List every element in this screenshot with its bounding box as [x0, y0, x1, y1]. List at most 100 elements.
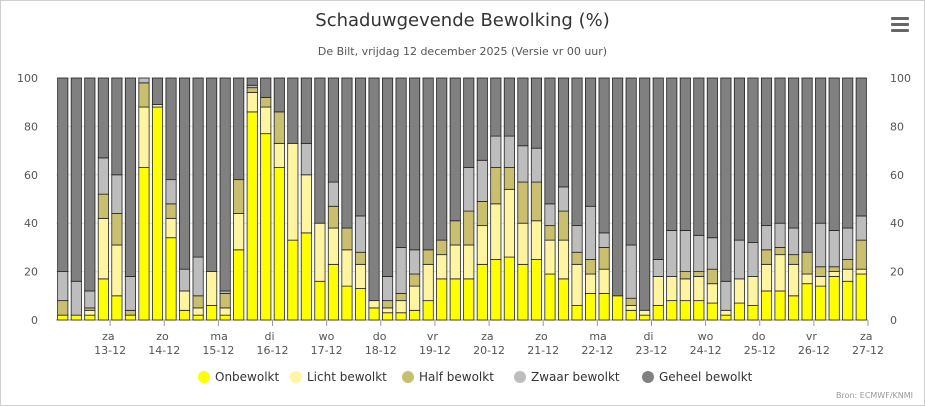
- bar-segment-zwaar-bewolkt: [666, 230, 678, 277]
- bar-segment-geheel-bewolkt: [368, 77, 380, 302]
- x-tick-day: wo: [319, 330, 335, 343]
- bar-segment-half-bewolkt: [517, 181, 529, 224]
- bar-segment-zwaar-bewolkt: [70, 280, 82, 316]
- bar-segment-zwaar-bewolkt: [84, 290, 96, 309]
- bar-segment-zwaar-bewolkt: [327, 181, 339, 207]
- y-tick-label-left: 60: [24, 169, 38, 182]
- bar-segment-half-bewolkt: [449, 220, 461, 246]
- legend-marker-half-bewolkt: [402, 371, 414, 383]
- legend-marker-licht-bewolkt: [290, 371, 302, 383]
- bar-segment-geheel-bewolkt: [233, 77, 245, 181]
- bar-segment-onbewolkt: [138, 167, 150, 321]
- bar-segment-licht-bewolkt: [354, 263, 367, 289]
- bar-segment-zwaar-bewolkt: [720, 280, 732, 311]
- bar-segment-geheel-bewolkt: [503, 77, 515, 137]
- bar-segment-geheel-bewolkt: [801, 77, 813, 253]
- x-tick-date: 14-12: [148, 344, 180, 357]
- bar-segment-onbewolkt: [368, 307, 380, 321]
- bar-segment-geheel-bewolkt: [314, 77, 326, 224]
- bar-segment-licht-bewolkt: [382, 307, 394, 314]
- bar-segment-onbewolkt: [828, 276, 840, 321]
- bar-segment-onbewolkt: [246, 111, 258, 321]
- bar-segment-zwaar-bewolkt: [192, 256, 204, 297]
- bar-segment-licht-bewolkt: [801, 273, 813, 285]
- bar-segment-zwaar-bewolkt: [585, 205, 597, 260]
- y-tick-label-right: 100: [890, 72, 911, 85]
- bar-segment-half-bewolkt: [463, 210, 475, 246]
- bar-segment-half-bewolkt: [422, 249, 434, 265]
- bar-segment-zwaar-bewolkt: [476, 159, 488, 202]
- bar-segment-onbewolkt: [192, 314, 204, 321]
- bar-segment-licht-bewolkt: [503, 188, 515, 258]
- bar-segment-half-bewolkt: [815, 266, 827, 277]
- bar-segment-licht-bewolkt: [788, 263, 800, 297]
- bar-segment-onbewolkt: [733, 302, 745, 321]
- bar-segment-geheel-bewolkt: [151, 77, 164, 106]
- bar-segment-onbewolkt: [490, 259, 502, 321]
- bar-segment-licht-bewolkt: [111, 244, 123, 297]
- bar-segment-licht-bewolkt: [774, 254, 786, 292]
- bar-segment-onbewolkt: [598, 292, 610, 321]
- bar-segment-onbewolkt: [517, 263, 529, 321]
- bar-segment-onbewolkt: [842, 280, 854, 321]
- bar-segment-geheel-bewolkt: [585, 77, 597, 207]
- legend-marker-onbewolkt: [198, 371, 210, 383]
- bar-segment-half-bewolkt: [760, 249, 773, 265]
- x-tick-date: 18-12: [365, 344, 397, 357]
- x-tick-day: zo: [535, 330, 548, 343]
- legend-label: Half bewolkt: [419, 370, 494, 384]
- chart-title: Schaduwgevende Bewolking (%): [315, 10, 610, 31]
- y-tick-label-left: 80: [24, 120, 38, 133]
- bar-segment-onbewolkt: [571, 305, 583, 321]
- y-tick-label-right: 80: [890, 120, 904, 133]
- bar-segment-half-bewolkt: [706, 268, 718, 285]
- bar-segment-onbewolkt: [436, 278, 448, 321]
- bar-segment-onbewolkt: [774, 290, 786, 321]
- bar-segment-licht-bewolkt: [233, 213, 245, 251]
- bar-segment-licht-bewolkt: [760, 263, 773, 292]
- bar-segment-licht-bewolkt: [422, 263, 434, 302]
- bar-segment-licht-bewolkt: [557, 239, 570, 280]
- bar-segment-geheel-bewolkt: [733, 77, 745, 241]
- bar-segment-geheel-bewolkt: [409, 77, 421, 251]
- bar-segment-zwaar-bewolkt: [382, 276, 394, 302]
- bar-segment-licht-bewolkt: [720, 309, 732, 316]
- bar-segment-licht-bewolkt: [300, 174, 312, 234]
- bar-segment-licht-bewolkt: [733, 278, 745, 304]
- legend-marker-zwaar-bewolkt: [514, 371, 526, 383]
- bar-segment-half-bewolkt: [382, 300, 394, 309]
- bar-segment-geheel-bewolkt: [84, 77, 96, 292]
- bar-segment-geheel-bewolkt: [436, 77, 448, 241]
- bar-segment-half-bewolkt: [273, 111, 285, 144]
- bar-segment-licht-bewolkt: [260, 106, 272, 135]
- bar-segment-licht-bewolkt: [206, 271, 218, 306]
- bar-segment-geheel-bewolkt: [679, 77, 691, 231]
- bar-segment-geheel-bewolkt: [246, 77, 258, 86]
- bar-segment-geheel-bewolkt: [652, 77, 664, 260]
- bar-segment-onbewolkt: [97, 278, 109, 321]
- bar-segment-geheel-bewolkt: [530, 77, 542, 149]
- bar-segment-geheel-bewolkt: [706, 77, 718, 239]
- x-tick-date: 24-12: [690, 344, 722, 357]
- hamburger-menu-icon[interactable]: [891, 17, 909, 33]
- bar-segment-zwaar-bewolkt: [625, 244, 637, 299]
- bar-segment-geheel-bewolkt: [273, 77, 285, 113]
- bar-segment-geheel-bewolkt: [165, 77, 177, 181]
- bar-segment-licht-bewolkt: [341, 249, 353, 287]
- bar-segment-onbewolkt: [151, 106, 164, 321]
- bar-segment-zwaar-bewolkt: [57, 271, 69, 302]
- x-tick-date: 26-12: [798, 344, 830, 357]
- bar-segment-half-bewolkt: [124, 309, 136, 316]
- bar-segment-onbewolkt: [300, 232, 312, 321]
- bar-segment-licht-bewolkt: [165, 217, 177, 239]
- bar-segment-zwaar-bewolkt: [463, 167, 475, 212]
- bar-segment-onbewolkt: [395, 312, 407, 321]
- source-credit: Bron: ECMWF/KNMI: [835, 391, 913, 400]
- bar-segment-half-bewolkt: [842, 259, 854, 270]
- bar-segment-zwaar-bewolkt: [300, 142, 312, 176]
- bar-segment-onbewolkt: [124, 314, 136, 321]
- x-tick-day: ma: [589, 330, 606, 343]
- bar-segment-onbewolkt: [612, 295, 624, 321]
- y-tick-label-right: 20: [890, 266, 904, 279]
